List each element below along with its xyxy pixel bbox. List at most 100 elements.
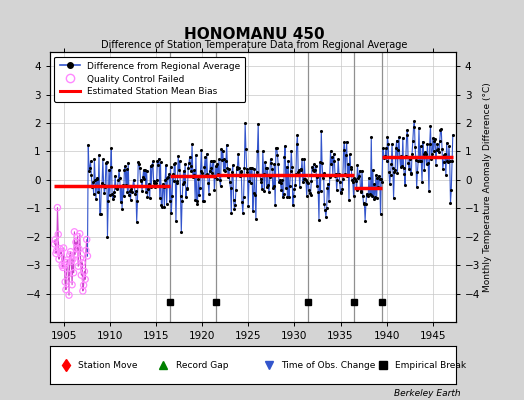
- Point: [208, 169, 216, 176]
- Point: [149, 158, 157, 164]
- Point: [85, 164, 94, 171]
- Point: [152, 180, 160, 186]
- Point: [281, 142, 289, 149]
- Point: [98, 180, 106, 186]
- Point: [335, 170, 343, 177]
- Point: [305, 190, 314, 196]
- Point: [77, 255, 85, 262]
- Point: [220, 156, 228, 162]
- Point: [292, 141, 301, 147]
- Point: [274, 161, 282, 168]
- Point: [277, 187, 286, 194]
- Text: Berkeley Earth: Berkeley Earth: [395, 389, 461, 398]
- Point: [283, 194, 292, 200]
- Text: Station Move: Station Move: [78, 360, 138, 370]
- Point: [90, 156, 99, 162]
- Point: [390, 169, 399, 175]
- Point: [312, 163, 320, 170]
- Point: [410, 118, 419, 124]
- Point: [105, 192, 114, 198]
- Point: [147, 184, 156, 190]
- Point: [299, 179, 307, 185]
- Point: [238, 210, 247, 216]
- Point: [297, 166, 305, 172]
- Point: [276, 180, 285, 186]
- Point: [267, 160, 276, 166]
- Point: [120, 166, 128, 173]
- Point: [169, 178, 178, 184]
- Point: [51, 236, 59, 243]
- Point: [159, 181, 167, 187]
- Point: [131, 191, 139, 198]
- Point: [372, 172, 380, 179]
- Point: [81, 276, 90, 282]
- Point: [265, 189, 273, 196]
- Point: [261, 165, 270, 171]
- Point: [52, 248, 61, 254]
- Point: [65, 292, 73, 298]
- Point: [156, 159, 165, 166]
- Point: [362, 201, 370, 208]
- Point: [433, 141, 442, 147]
- Point: [59, 264, 67, 271]
- Point: [354, 175, 363, 181]
- Point: [118, 206, 126, 212]
- Point: [134, 159, 143, 166]
- Point: [296, 184, 304, 190]
- Point: [66, 252, 74, 258]
- Point: [181, 161, 189, 167]
- Point: [179, 168, 188, 174]
- Point: [400, 171, 409, 177]
- Point: [246, 180, 255, 186]
- Point: [200, 164, 209, 171]
- Point: [340, 138, 348, 145]
- Point: [233, 164, 242, 170]
- Point: [50, 241, 59, 247]
- Point: [364, 193, 373, 200]
- Point: [166, 164, 174, 170]
- Point: [448, 158, 456, 164]
- Point: [449, 132, 457, 138]
- Point: [348, 177, 356, 184]
- Point: [269, 183, 278, 189]
- Point: [108, 191, 116, 197]
- Point: [139, 167, 148, 173]
- Point: [318, 159, 326, 166]
- Point: [310, 168, 319, 174]
- Point: [233, 166, 241, 172]
- Point: [152, 177, 161, 183]
- Point: [149, 178, 158, 185]
- Point: [139, 174, 147, 180]
- Point: [77, 272, 85, 278]
- Point: [435, 149, 443, 155]
- Point: [143, 194, 151, 200]
- Point: [210, 187, 219, 193]
- Point: [110, 188, 118, 195]
- Point: [268, 166, 276, 172]
- Point: [365, 175, 373, 181]
- Point: [316, 188, 325, 194]
- Point: [119, 193, 128, 199]
- Point: [116, 174, 124, 181]
- Point: [304, 180, 312, 186]
- Point: [73, 233, 82, 240]
- Point: [96, 211, 105, 218]
- Point: [75, 246, 83, 252]
- Point: [107, 145, 115, 151]
- Point: [202, 172, 210, 178]
- Point: [52, 250, 60, 257]
- Point: [243, 166, 251, 172]
- Point: [168, 193, 176, 200]
- Y-axis label: Monthly Temperature Anomaly Difference (°C): Monthly Temperature Anomaly Difference (…: [483, 82, 492, 292]
- Point: [288, 164, 296, 170]
- Point: [232, 186, 240, 193]
- Point: [240, 165, 248, 172]
- Point: [445, 158, 454, 164]
- Point: [86, 158, 95, 164]
- Point: [82, 236, 91, 243]
- Point: [249, 190, 258, 196]
- Text: Time of Obs. Change: Time of Obs. Change: [281, 360, 376, 370]
- Point: [228, 162, 237, 168]
- Point: [428, 151, 436, 157]
- Point: [358, 192, 367, 199]
